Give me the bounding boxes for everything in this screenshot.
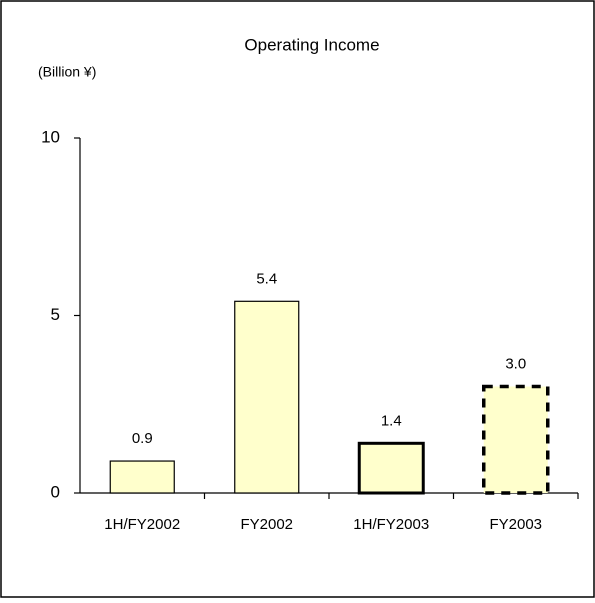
x-tick-label: 1H/FY2002 [104,516,180,533]
bar [234,300,300,494]
x-tick-label: 1H/FY2003 [353,516,429,533]
y-tick-label: 0 [51,482,60,501]
chart-title: Operating Income [244,35,379,54]
value-label: 5.4 [256,270,277,287]
value-label: 1.4 [381,412,402,429]
x-tick-label: FY2003 [489,516,542,533]
value-label: 3.0 [505,355,526,372]
bar [357,441,425,495]
bar [482,384,550,495]
y-tick-label: 5 [51,305,60,324]
bar [109,460,175,494]
y-tick-label: 10 [41,127,60,146]
x-tick-label: FY2002 [240,516,293,533]
value-label: 0.9 [132,430,153,447]
y-axis-label: (Billion ¥) [38,64,96,80]
